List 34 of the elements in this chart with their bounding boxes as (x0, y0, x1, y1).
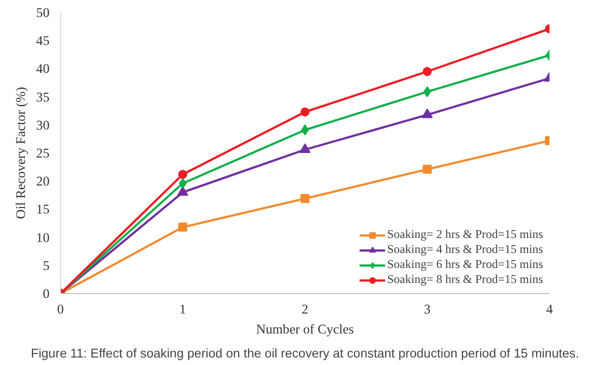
point (300, 143, 310, 154)
point (422, 108, 433, 118)
x-tick-label: 0 (57, 302, 64, 316)
y-tick-label: 10 (36, 230, 50, 245)
point (178, 170, 188, 179)
y-tick-label: 45 (36, 33, 50, 48)
x-tick-label: 2 (302, 302, 308, 316)
x-tick-label: 3 (424, 302, 431, 316)
y-tick-label: 15 (36, 202, 50, 217)
y-tick-label: 5 (42, 258, 50, 273)
legend-label: Soaking= 6 hrs & Prod=15 mins (387, 257, 543, 272)
point (178, 178, 187, 189)
caption: Figure 11: Effect of soaking period on the oil recovery at constant production period of 15 minutes. (30, 346, 580, 360)
x-tick-label: 1 (179, 302, 186, 316)
y-tick-label: 20 (36, 174, 50, 189)
y-tick-label: 25 (36, 146, 50, 160)
y-tick-label: 40 (36, 61, 50, 76)
point (300, 107, 310, 116)
point (422, 67, 432, 76)
y-tick-label: 30 (36, 117, 50, 132)
legend-label: Soaking= 4 hrs & Prod=15 mins (387, 242, 543, 257)
point (423, 86, 432, 98)
point (300, 194, 310, 204)
legend-label: Soaking= 8 hrs & Prod=15 mins (387, 272, 543, 287)
legend-label: Soaking= 2 hrs & Prod=15 mins (387, 227, 543, 242)
x-axis-title: Number of Cycles (256, 322, 354, 336)
point (177, 186, 188, 196)
y-tick-label: 35 (36, 89, 50, 104)
point (422, 164, 432, 174)
y-tick-label: 50 (36, 5, 50, 20)
y-tick-label: 0 (42, 286, 50, 301)
point (178, 222, 188, 232)
x-tick-label: 4 (546, 302, 554, 316)
y-axis-title: Oil Recovery Factor (%) (13, 86, 28, 220)
